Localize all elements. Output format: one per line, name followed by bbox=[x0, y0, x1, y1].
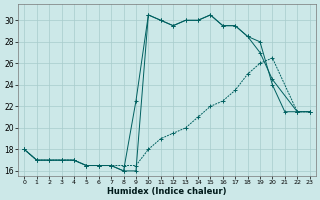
X-axis label: Humidex (Indice chaleur): Humidex (Indice chaleur) bbox=[107, 187, 227, 196]
